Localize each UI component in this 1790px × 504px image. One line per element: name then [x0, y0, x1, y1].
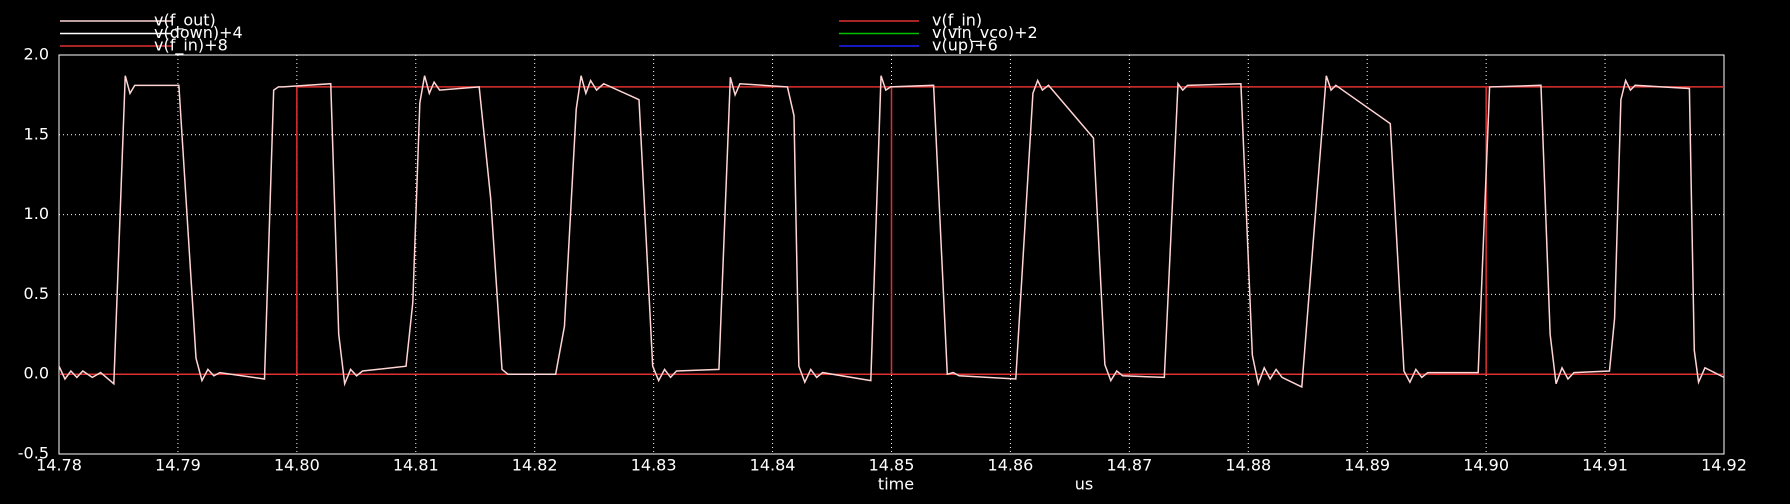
x-tick-label: 14.92: [1701, 456, 1747, 475]
x-tick-label: 14.78: [36, 456, 82, 475]
y-tick-label: 1.5: [24, 124, 49, 143]
x-axis-label: time: [878, 475, 914, 494]
series-line: [59, 86, 1724, 375]
x-tick-label: 14.90: [1463, 456, 1509, 475]
x-tick-label: 14.89: [1344, 456, 1390, 475]
legend-label: v(f_in)+8: [154, 36, 228, 56]
legend-label: v(up)+6: [932, 36, 998, 55]
legend-label: v(vin_vco)+2: [932, 23, 1038, 43]
x-tick-label: 14.80: [274, 456, 320, 475]
legend-label: v(f_in): [932, 11, 982, 31]
y-tick-label: 0.5: [24, 284, 49, 303]
x-tick-label: 14.85: [869, 456, 915, 475]
x-tick-label: 14.86: [988, 456, 1034, 475]
x-tick-label: 14.81: [393, 456, 439, 475]
x-tick-label: 14.87: [1106, 456, 1152, 475]
x-tick-label: 14.84: [750, 456, 796, 475]
x-tick-label: 14.79: [155, 456, 201, 475]
y-tick-label: 2.0: [24, 45, 49, 64]
y-tick-label: 0.0: [24, 364, 49, 383]
x-tick-label: 14.91: [1582, 456, 1628, 475]
legend-label: v(f_out): [154, 11, 216, 31]
series-line: [58, 75, 1725, 389]
plot-frame: [58, 54, 1725, 455]
x-tick-label: 14.83: [631, 456, 677, 475]
y-tick-label: -0.5: [18, 444, 49, 463]
y-tick-label: 1.0: [24, 204, 49, 223]
x-tick-label: 14.82: [512, 456, 558, 475]
x-axis-unit: us: [1075, 475, 1093, 494]
x-tick-label: 14.88: [1225, 456, 1271, 475]
legend-label: v(down)+4: [154, 23, 243, 42]
